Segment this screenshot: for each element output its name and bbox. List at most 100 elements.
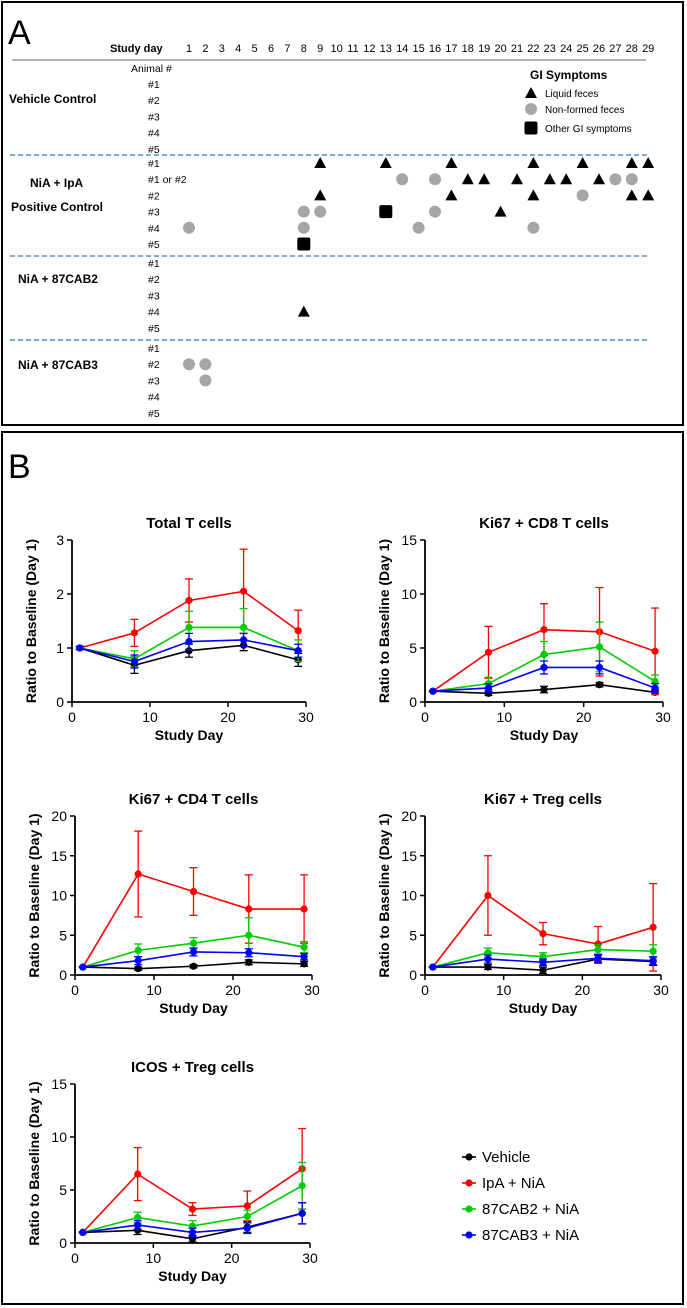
non-formed-feces-marker bbox=[429, 173, 441, 186]
data-point bbox=[594, 954, 602, 962]
x-tick-label: 0 bbox=[421, 709, 429, 725]
chart-title: Total T cells bbox=[146, 515, 232, 532]
series-87cab3-nia bbox=[428, 953, 658, 971]
data-point bbox=[651, 647, 659, 655]
day-number: 22 bbox=[527, 43, 539, 55]
panel-a-label: A bbox=[8, 14, 31, 52]
y-tick-label: 5 bbox=[409, 927, 417, 943]
data-point bbox=[539, 958, 547, 966]
data-point bbox=[185, 596, 193, 605]
series-ipa-nia bbox=[78, 1127, 307, 1236]
y-tick-label: 1 bbox=[56, 640, 64, 656]
legend-label: 87CAB2 + NiA bbox=[482, 1201, 579, 1218]
gi-legend-title: GI Symptoms bbox=[530, 68, 608, 82]
chart-2: 0 5 10 15 0 10 20 30 Ki67 + CD8 T cells Study Day… bbox=[376, 515, 671, 743]
y-tick-label: 0 bbox=[409, 694, 417, 710]
legend-item-label: Other GI symptoms bbox=[545, 124, 632, 135]
group-name-87cab2: NiA + 87CAB2 bbox=[18, 272, 98, 286]
liquid-feces-marker bbox=[297, 305, 310, 317]
x-tick-label: 30 bbox=[655, 709, 671, 725]
legend-label: Vehicle bbox=[482, 1149, 530, 1166]
day-number: 1 bbox=[186, 43, 192, 55]
day-number: 10 bbox=[330, 43, 342, 55]
legend-label: IpA + NiA bbox=[482, 1175, 545, 1192]
x-tick-label: 10 bbox=[497, 709, 513, 725]
animal-id: #1 bbox=[148, 343, 160, 355]
liquid-feces-marker bbox=[478, 173, 491, 185]
other-gi-symptom-marker bbox=[297, 237, 311, 251]
gi-symptom-table: Study day 1 2 3 4 5 6 7 8 9 10 11 12 13 14 15 16 17 18 19 20… bbox=[9, 43, 654, 420]
non-formed-feces-marker bbox=[314, 205, 327, 218]
legend-dot bbox=[465, 1205, 473, 1213]
day-number: 27 bbox=[609, 43, 621, 55]
data-point bbox=[188, 1228, 197, 1236]
series-87cab3-nia bbox=[75, 632, 303, 669]
data-point bbox=[595, 681, 604, 689]
y-tick-label: 5 bbox=[409, 640, 417, 656]
x-tick-label: 0 bbox=[71, 1250, 79, 1266]
data-point bbox=[245, 931, 253, 939]
data-point bbox=[595, 663, 604, 672]
data-point bbox=[298, 1209, 306, 1217]
x-axis-label: Study Day bbox=[510, 727, 579, 743]
x-tick-label: 10 bbox=[146, 982, 162, 998]
liquid-feces-marker bbox=[379, 157, 392, 168]
liquid-feces-marker bbox=[445, 189, 458, 201]
day-number: 20 bbox=[494, 43, 506, 55]
y-tick-label: 3 bbox=[56, 532, 64, 548]
day-number: 2 bbox=[202, 43, 208, 55]
data-point bbox=[540, 626, 548, 634]
data-point bbox=[595, 643, 604, 651]
data-point bbox=[540, 663, 548, 672]
y-tick-label: 0 bbox=[59, 1235, 67, 1251]
data-point bbox=[484, 955, 492, 963]
animal-header: Animal # bbox=[131, 63, 172, 75]
x-tick-label: 30 bbox=[304, 982, 320, 998]
data-point bbox=[484, 684, 493, 692]
animal-id: #3 bbox=[148, 207, 160, 219]
non-formed-feces-marker bbox=[576, 189, 589, 202]
chart-title: Ki67 + Treg cells bbox=[484, 791, 602, 808]
other-gi-symptom-marker bbox=[379, 205, 393, 219]
series-87cab3-nia bbox=[78, 947, 309, 971]
x-tick-label: 20 bbox=[224, 1250, 240, 1266]
y-tick-label: 15 bbox=[401, 848, 417, 864]
y-tick-label: 15 bbox=[401, 532, 417, 548]
day-number: 16 bbox=[429, 43, 441, 55]
animal-id: #5 bbox=[148, 239, 160, 251]
series-87cab2-nia bbox=[78, 1161, 307, 1236]
day-number: 12 bbox=[363, 43, 375, 55]
series-87cab3-nia bbox=[428, 660, 660, 695]
animal-id: #5 bbox=[148, 323, 160, 335]
animal-id: #2 bbox=[148, 274, 160, 286]
data-point bbox=[245, 949, 253, 957]
day-number: 9 bbox=[317, 43, 323, 55]
data-point bbox=[484, 891, 492, 900]
data-point bbox=[484, 963, 492, 971]
animal-id: #4 bbox=[148, 307, 160, 319]
day-number: 25 bbox=[576, 43, 588, 55]
data-point bbox=[134, 1221, 142, 1229]
data-point bbox=[185, 647, 193, 655]
data-point bbox=[300, 960, 308, 968]
y-tick-label: 20 bbox=[51, 808, 67, 824]
y-axis-label: Ratio to Baseline (Day 1) bbox=[26, 1081, 42, 1245]
animal-id: #1 bbox=[148, 258, 160, 270]
animal-id: #3 bbox=[148, 375, 160, 387]
panel-a-frame bbox=[1, 1, 684, 426]
legend-item-label: Non-formed feces bbox=[545, 105, 624, 116]
animal-id: #3 bbox=[148, 111, 160, 123]
data-point bbox=[245, 958, 253, 966]
animal-id: #4 bbox=[148, 223, 160, 235]
data-point bbox=[594, 945, 602, 954]
day-number: 6 bbox=[268, 43, 274, 55]
x-tick-label: 30 bbox=[302, 1250, 318, 1266]
chart-title: ICOS + Treg cells bbox=[131, 1059, 254, 1076]
data-point bbox=[189, 939, 198, 947]
data-point bbox=[134, 870, 142, 878]
legend-item-label: Liquid feces bbox=[545, 89, 598, 100]
y-tick-label: 5 bbox=[59, 1182, 67, 1198]
legend-label: 87CAB3 + NiA bbox=[482, 1227, 579, 1244]
data-point bbox=[243, 1224, 251, 1232]
